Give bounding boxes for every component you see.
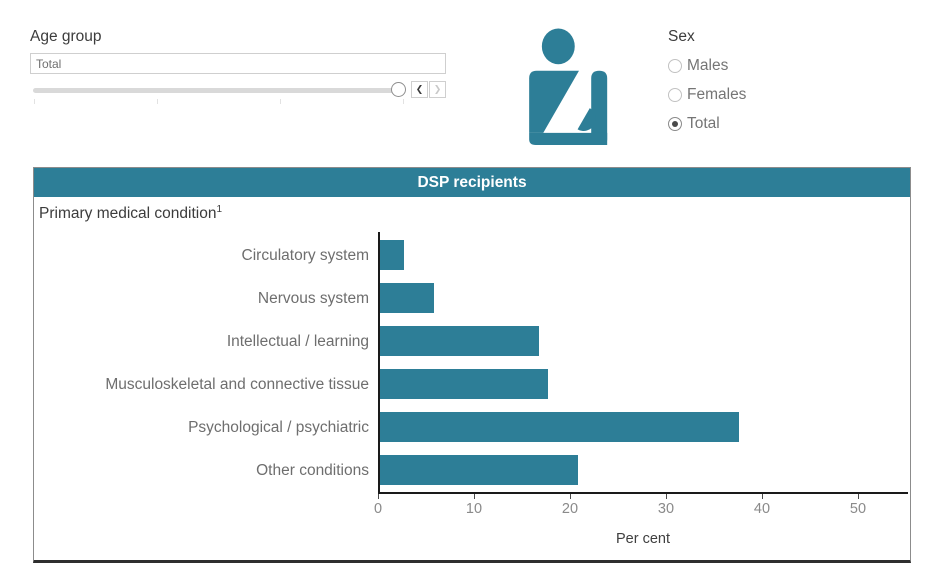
age-group-label: Age group [30,28,102,45]
category-label: Other conditions [256,462,369,479]
x-tick-label: 20 [561,501,579,517]
slider-track[interactable] [33,88,404,93]
radio-unselected-icon[interactable] [668,88,682,102]
bar-row: Other conditions [35,449,909,492]
age-group-input[interactable] [30,53,446,74]
radio-option-total[interactable]: Total [668,113,746,135]
bar-row: Psychological / psychiatric [35,406,909,449]
bar[interactable] [380,240,404,270]
bar-track [379,320,909,363]
age-group-filter: Age group ❮ ❯ [30,28,446,109]
bar-row: Circulatory system [35,234,909,277]
x-tick-mark [858,494,859,499]
person-arm-in-sling-icon [516,14,610,152]
category-label: Circulatory system [241,247,369,264]
bar[interactable] [380,412,739,442]
bar-track [379,277,909,320]
radio-label: Females [687,86,747,103]
slider-next-button[interactable]: ❯ [429,81,446,98]
bar-rows: Circulatory system Nervous system Intellec… [35,234,909,492]
bar-row: Nervous system [35,277,909,320]
bar-track [379,449,909,492]
bar-row: Intellectual / learning [35,320,909,363]
chevron-right-icon: ❯ [433,84,442,94]
bar-track [379,234,909,277]
y-axis-line [378,232,380,493]
bar[interactable] [380,326,540,356]
x-tick-mark [666,494,667,499]
chart-subtitle-text: Primary medical condition [39,205,217,223]
radio-selected-icon[interactable] [668,117,682,131]
slider-handle[interactable] [391,82,406,97]
category-label: Psychological / psychiatric [188,419,369,436]
chart-subtitle: Primary medical condition1 [39,204,222,223]
chart-card: DSP recipients Primary medical condition… [33,167,911,563]
bar-track [379,406,909,449]
radio-option-females[interactable]: Females [668,84,746,106]
radio-unselected-icon[interactable] [668,59,682,73]
x-axis-title: Per cent [616,531,670,547]
x-tick-mark [762,494,763,499]
radio-label: Males [687,57,729,74]
category-label: Intellectual / learning [226,333,369,350]
x-tick-label: 30 [657,501,675,517]
sex-label: Sex [668,28,695,45]
chart-title: DSP recipients [34,168,910,197]
x-axis-line [378,492,908,494]
bar-track [379,363,909,406]
age-group-slider: ❮ ❯ [30,81,446,109]
x-tick-label: 50 [849,501,867,517]
x-tick-label: 10 [465,501,483,517]
bar[interactable] [380,369,548,399]
x-axis-ticks: 0 10 20 30 40 50 [374,494,908,524]
bar-row: Musculoskeletal and connective tissue [35,363,909,406]
slider-prev-button[interactable]: ❮ [411,81,428,98]
category-label: Musculoskeletal and connective tissue [105,376,369,393]
chart-subtitle-superscript: 1 [216,204,223,215]
radio-option-males[interactable]: Males [668,55,746,77]
radio-label: Total [687,115,720,132]
x-tick-label: 40 [753,501,771,517]
x-tick-mark [378,494,379,499]
person-arm-in-sling-shape [529,28,608,146]
x-tick-label: 0 [373,501,383,517]
sex-filter: Sex Males Females Total [668,28,746,142]
chevron-left-icon: ❮ [415,84,424,94]
bar[interactable] [380,455,578,485]
bar[interactable] [380,283,434,313]
x-tick-mark [570,494,571,499]
sex-radio-group: Males Females Total [668,55,746,135]
category-label: Nervous system [257,290,369,307]
plot-area: Circulatory system Nervous system Intellec… [34,168,910,560]
x-tick-mark [474,494,475,499]
